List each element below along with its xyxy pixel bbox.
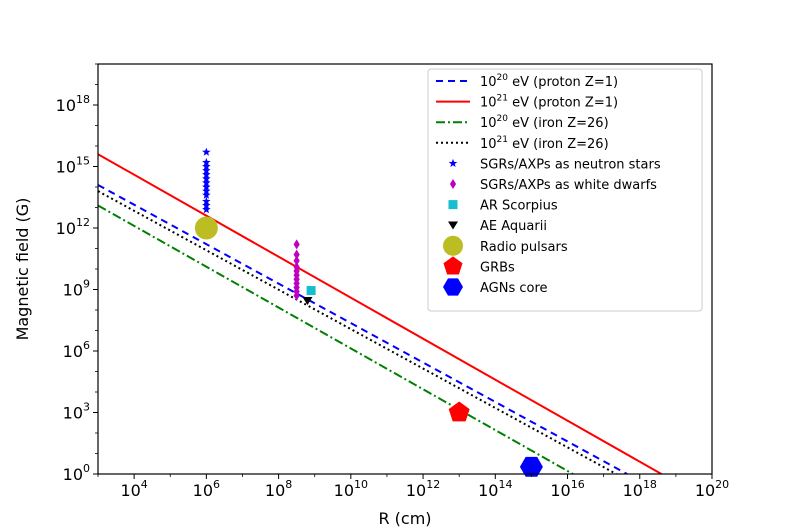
x-axis-label: R (cm) bbox=[378, 509, 431, 528]
data-point bbox=[202, 166, 211, 175]
data-point bbox=[293, 249, 300, 260]
legend-label: SGRs/AXPs as white dwarfs bbox=[480, 178, 657, 193]
point-series-3 bbox=[306, 286, 316, 296]
data-point bbox=[202, 178, 211, 187]
series-points bbox=[194, 147, 543, 477]
data-point bbox=[202, 174, 211, 183]
y-axis-label: Magnetic field (G) bbox=[13, 198, 32, 341]
legend-label: 1020 eV (proton Z=1) bbox=[480, 73, 618, 90]
legend-marker-swatch bbox=[449, 179, 457, 189]
data-point bbox=[519, 456, 543, 477]
series-line-4 bbox=[98, 190, 617, 474]
data-point bbox=[202, 190, 211, 199]
data-point bbox=[202, 196, 211, 205]
data-point bbox=[202, 170, 211, 179]
data-point bbox=[448, 401, 470, 422]
series-line-2 bbox=[98, 153, 662, 474]
y-tick-label: 109 bbox=[63, 278, 90, 300]
y-tick-label: 106 bbox=[63, 339, 90, 361]
data-point bbox=[293, 239, 300, 250]
y-axis-ticks: 100 103 106 109 1012 1015 1018 bbox=[56, 63, 98, 484]
y-tick-label: 1012 bbox=[56, 216, 90, 238]
y-tick-label: 103 bbox=[63, 401, 90, 423]
series-line-1 bbox=[98, 184, 628, 474]
legend-marker-swatch bbox=[448, 158, 458, 168]
data-point bbox=[202, 200, 211, 210]
data-point bbox=[202, 205, 211, 214]
data-point bbox=[202, 162, 211, 171]
y-tick-label: 1015 bbox=[56, 155, 90, 177]
x-tick-label: 1012 bbox=[406, 478, 440, 500]
x-axis-ticks: 104 106 108 1010 1012 1014 1016 1018 1020 bbox=[97, 474, 729, 500]
point-series-5 bbox=[194, 216, 218, 240]
y-tick-label: 100 bbox=[63, 462, 90, 484]
legend: 1020 eV (proton Z=1) 1021 eV (proton Z=1)… bbox=[427, 68, 703, 312]
x-tick-label: 1018 bbox=[623, 478, 657, 500]
legend-label: 1021 eV (iron Z=26) bbox=[480, 135, 609, 152]
point-series-1 bbox=[202, 147, 211, 214]
series-lines bbox=[98, 153, 662, 474]
legend-label: AE Aquarii bbox=[480, 219, 547, 234]
legend-box bbox=[427, 68, 703, 312]
data-point bbox=[202, 186, 211, 195]
legend-marker-swatch bbox=[448, 200, 458, 210]
data-point bbox=[202, 182, 211, 191]
legend-label: SGRs/AXPs as neutron stars bbox=[480, 157, 661, 172]
y-tick-label: 1018 bbox=[56, 93, 90, 115]
point-series-4 bbox=[302, 297, 313, 306]
legend-marker-swatch bbox=[443, 256, 463, 275]
point-series-6 bbox=[448, 401, 470, 422]
legend-marker-swatch bbox=[443, 278, 463, 296]
x-tick-label: 106 bbox=[193, 478, 220, 500]
data-point bbox=[202, 147, 211, 156]
data-point bbox=[293, 290, 300, 301]
legend-marker-swatch bbox=[443, 235, 463, 256]
x-tick-label: 1010 bbox=[334, 478, 368, 500]
x-tick-label: 1014 bbox=[478, 478, 512, 500]
point-series-2 bbox=[293, 239, 300, 301]
legend-label: Radio pulsars bbox=[480, 240, 568, 255]
legend-label: 1020 eV (iron Z=26) bbox=[480, 114, 609, 131]
point-series-7 bbox=[519, 456, 543, 477]
x-tick-label: 1020 bbox=[695, 478, 729, 500]
data-point bbox=[302, 297, 313, 306]
x-tick-label: 1016 bbox=[550, 478, 584, 500]
legend-marker-swatch bbox=[448, 221, 458, 230]
legend-label: 1021 eV (proton Z=1) bbox=[480, 94, 618, 111]
legend-label: GRBs bbox=[480, 260, 515, 275]
series-line-3 bbox=[98, 204, 574, 474]
data-point bbox=[306, 286, 316, 296]
legend-label: AGNs core bbox=[480, 281, 548, 296]
data-point bbox=[293, 255, 300, 266]
x-tick-label: 108 bbox=[265, 478, 292, 500]
data-point bbox=[202, 157, 211, 167]
legend-label: AR Scorpius bbox=[480, 199, 558, 214]
x-tick-label: 104 bbox=[120, 478, 147, 500]
data-point bbox=[194, 216, 218, 240]
